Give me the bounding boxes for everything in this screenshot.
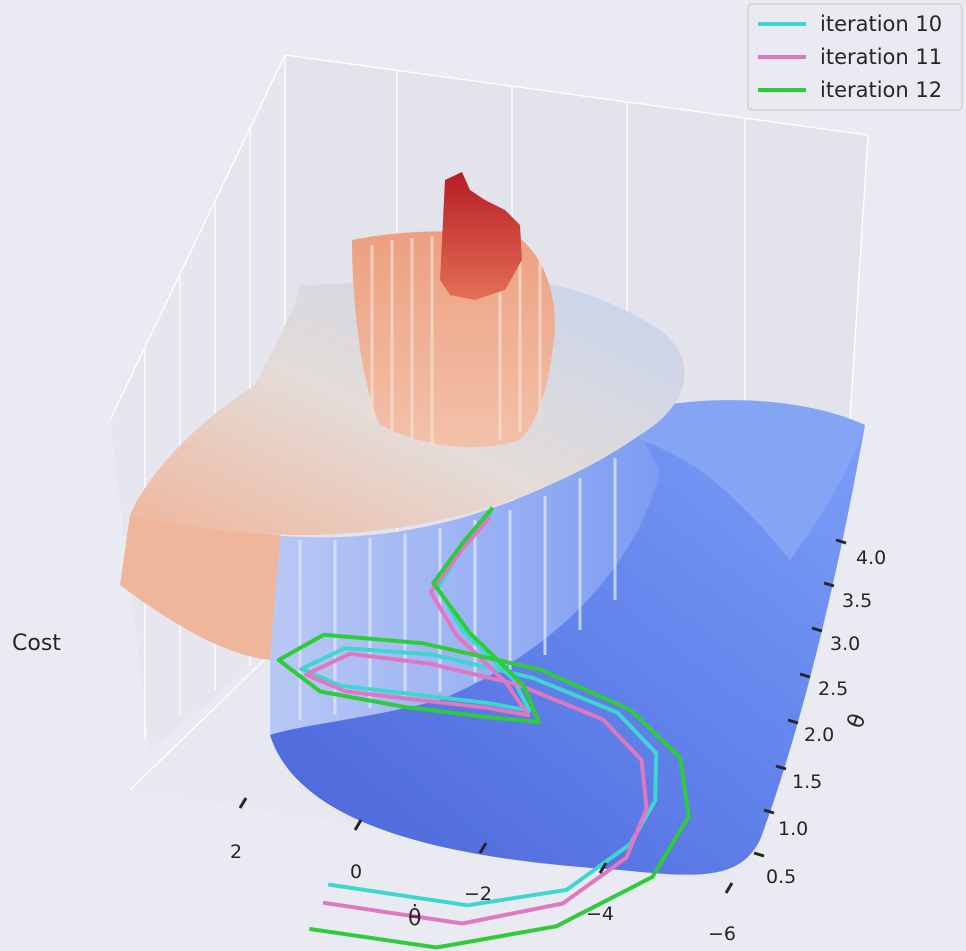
surface-peak xyxy=(440,172,522,300)
x-tick-label: −2 xyxy=(464,883,492,905)
x-tick-label: 0 xyxy=(350,861,362,883)
legend-label: iteration 12 xyxy=(820,78,942,102)
x-tick-label: 2 xyxy=(230,841,242,863)
y-tick-label: 4.0 xyxy=(856,547,886,569)
trajectory-lines xyxy=(276,506,691,950)
x-axis-label: θ̇ xyxy=(408,904,421,931)
trajectory-iteration-12 xyxy=(276,506,691,950)
wall-striations xyxy=(298,458,617,720)
y-tick-label: 3.5 xyxy=(842,590,872,612)
legend-label: iteration 11 xyxy=(820,45,942,69)
cost-surface xyxy=(120,172,865,875)
axis-ticks xyxy=(238,538,847,894)
y-tick-label: 1.0 xyxy=(778,818,808,840)
y-tick-label: 3.0 xyxy=(830,633,860,655)
y-tick-label: 2.5 xyxy=(818,678,848,700)
z-axis-label: Cost xyxy=(12,631,61,656)
y-tick-label: 1.5 xyxy=(792,771,822,793)
y-tick-label: 2.0 xyxy=(804,724,834,746)
surface-right-ridge xyxy=(640,400,865,560)
surface-bowl xyxy=(270,401,865,875)
x-tick-label: −4 xyxy=(586,903,614,925)
legend-label: iteration 10 xyxy=(820,12,942,36)
x-tick-labels: 2 0 −2 −4 −6 xyxy=(230,841,736,945)
legend: iteration 10 iteration 11 iteration 12 xyxy=(747,3,963,111)
legend-box xyxy=(747,3,963,111)
y-tick-label: 0.5 xyxy=(766,866,796,888)
surface-wall xyxy=(270,435,660,735)
surface-left-skirt xyxy=(120,515,280,660)
y-tick-labels: 0.5 1.0 1.5 2.0 2.5 3.0 3.5 4.0 xyxy=(766,547,886,888)
x-tick-label: −6 xyxy=(708,923,736,945)
trajectory-iteration-11 xyxy=(304,515,649,926)
y-axis-label: θ xyxy=(843,711,871,732)
